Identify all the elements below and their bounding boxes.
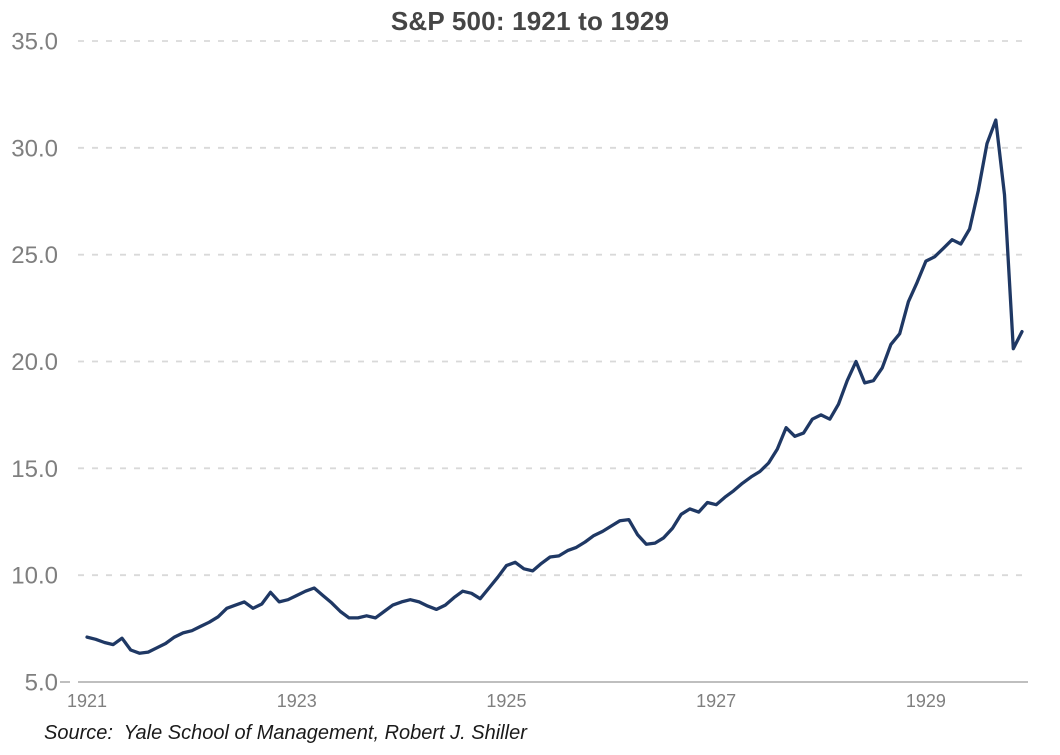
sp500-price-line: [85, 118, 1024, 655]
source-note: Source: Yale School of Management, Rober…: [44, 722, 527, 744]
y-axis-labels: 35.0 30.0 25.0 20.0 15.0 10.0 5.0: [11, 29, 58, 697]
x-tick-label: 1927: [696, 691, 736, 711]
x-tick-label: 1921: [67, 691, 107, 711]
y-tick-label: 5.0: [25, 670, 58, 697]
gridlines: [60, 40, 1028, 683]
y-tick-label: 25.0: [11, 242, 58, 269]
y-tick-label: 10.0: [11, 563, 58, 590]
x-tick-label: 1929: [906, 691, 946, 711]
x-tick-label: 1923: [277, 691, 317, 711]
y-tick-label: 20.0: [11, 349, 58, 376]
y-tick-label: 30.0: [11, 135, 58, 162]
x-tick-label: 1925: [486, 691, 526, 711]
y-tick-label: 15.0: [11, 456, 58, 483]
y-tick-label: 35.0: [11, 29, 58, 56]
x-axis-labels: 1921 1923 1925 1927 1929: [67, 691, 946, 711]
chart-title: S&P 500: 1921 to 1929: [390, 6, 670, 36]
